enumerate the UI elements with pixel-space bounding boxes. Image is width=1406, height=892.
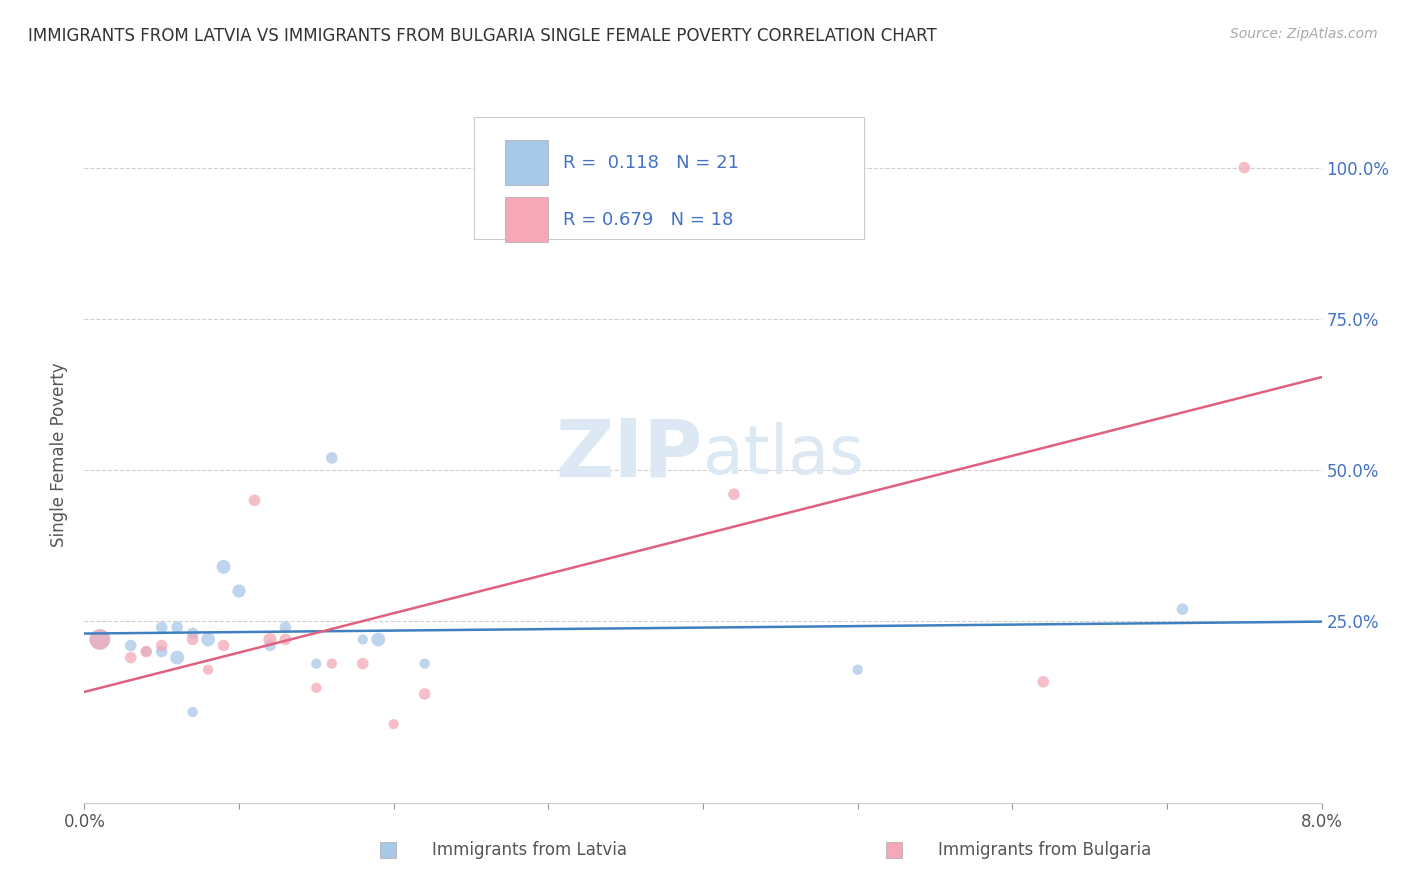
Point (723, 487, 745, 501)
FancyBboxPatch shape (474, 118, 863, 239)
Point (846, 663, 869, 677)
Point (135, 644, 157, 658)
Point (150, 639, 173, 653)
Text: IMMIGRANTS FROM LATVIA VS IMMIGRANTS FROM BULGARIA SINGLE FEMALE POVERTY CORRELA: IMMIGRANTS FROM LATVIA VS IMMIGRANTS FRO… (28, 27, 936, 45)
Point (305, 657, 328, 671)
Y-axis label: Single Female Poverty: Single Female Poverty (51, 363, 69, 547)
Point (274, 620, 297, 634)
Point (243, 493, 266, 508)
Text: ZIP: ZIP (555, 416, 703, 494)
Point (166, 650, 188, 665)
Point (367, 632, 389, 647)
Text: Immigrants from Bulgaria: Immigrants from Bulgaria (938, 841, 1152, 859)
Point (259, 639, 281, 653)
Point (212, 639, 235, 653)
Point (150, 620, 173, 634)
Point (150, 644, 173, 658)
Point (120, 639, 142, 653)
Point (1032, 674, 1054, 689)
Point (352, 632, 374, 647)
Point (197, 663, 219, 677)
Point (274, 632, 297, 647)
Point (120, 650, 142, 665)
Point (413, 657, 436, 671)
FancyBboxPatch shape (505, 140, 548, 186)
Point (1171, 602, 1194, 616)
Text: Source: ZipAtlas.com: Source: ZipAtlas.com (1230, 27, 1378, 41)
Point (89, 632, 111, 647)
Point (321, 450, 343, 465)
Point (228, 584, 250, 599)
Point (212, 559, 235, 574)
FancyBboxPatch shape (505, 197, 548, 243)
Point (1233, 161, 1256, 175)
Point (135, 644, 157, 658)
Text: atlas: atlas (703, 422, 863, 488)
Point (352, 657, 374, 671)
Text: R =  0.118   N = 21: R = 0.118 N = 21 (564, 153, 740, 171)
Point (181, 705, 204, 719)
Point (197, 632, 219, 647)
Text: Immigrants from Latvia: Immigrants from Latvia (432, 841, 627, 859)
Text: R = 0.679   N = 18: R = 0.679 N = 18 (564, 211, 734, 228)
Point (166, 620, 188, 634)
Point (413, 687, 436, 701)
Point (321, 657, 343, 671)
Point (89, 632, 111, 647)
Point (305, 681, 328, 695)
Point (181, 626, 204, 640)
Point (181, 632, 204, 647)
Point (259, 632, 281, 647)
Point (382, 717, 405, 731)
